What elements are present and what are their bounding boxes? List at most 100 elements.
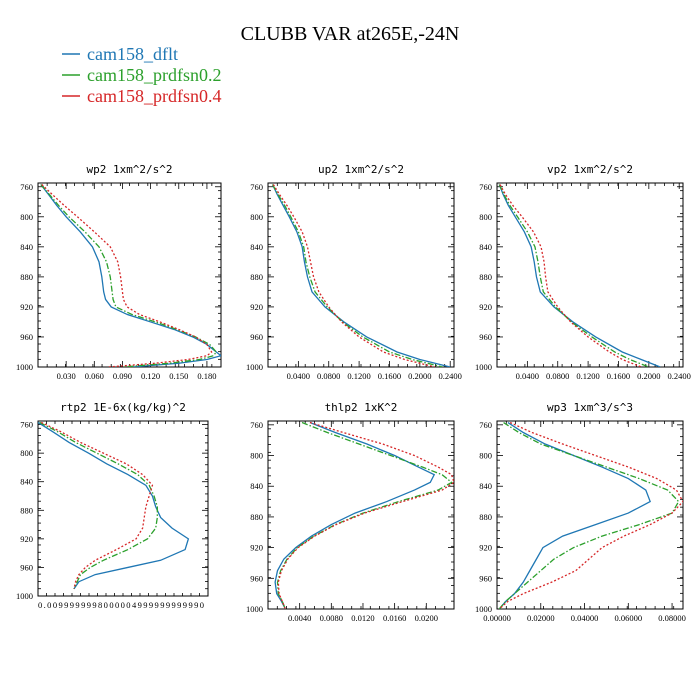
y-tick-label: 880 (20, 272, 33, 282)
series-line-cam158-prdfsn0-4 (41, 184, 213, 367)
x-tick-label: 0.2400 (439, 371, 462, 381)
chart-panel: wp2 1xm^2/s^2 760 800 840 880 920 960 1000 0.030… (16, 163, 222, 381)
series-line-cam158-prdfsn0-4 (272, 184, 436, 367)
y-tick-label: 920 (250, 543, 263, 553)
x-tick-label: 0.02000 (527, 613, 555, 623)
y-tick-label: 880 (250, 512, 263, 522)
y-tick-label: 960 (20, 332, 33, 342)
y-tick-label: 1000 (475, 362, 492, 372)
y-tick-label: 1000 (246, 604, 263, 614)
x-tick-label: 0.0099999998000004999999999990 (38, 600, 204, 610)
series-line-cam158-dflt (271, 184, 451, 367)
legend-label: cam158_prdfsn0.2 (87, 65, 221, 85)
x-tick-label: 0.150 (169, 371, 188, 381)
series-line-cam158-dflt (40, 184, 221, 367)
series-line-cam158-prdfsn0-2 (498, 421, 680, 609)
x-tick-label: 0.0800 (317, 371, 340, 381)
series-line-cam158-dflt (498, 421, 651, 609)
series-line-cam158-dflt (274, 421, 436, 609)
y-tick-label: 840 (20, 477, 33, 487)
plot-frame (496, 182, 684, 368)
plot-frame (496, 420, 684, 610)
y-tick-label: 760 (20, 182, 33, 192)
plot-frame (267, 182, 455, 368)
x-tick-label: 0.0400 (516, 371, 539, 381)
y-tick-label: 800 (20, 448, 33, 458)
y-tick-label: 840 (479, 481, 492, 491)
y-tick-label: 840 (250, 481, 263, 491)
x-tick-label: 0.08000 (658, 613, 686, 623)
y-tick-label: 920 (20, 302, 33, 312)
chart-panel: thlp2 1xK^2 760 800 840 880 920 960 1000 0.0040 0… (246, 401, 455, 623)
x-tick-label: 0.2000 (637, 371, 660, 381)
series-line-cam158-prdfsn0-2 (271, 184, 443, 367)
plot-frame (37, 182, 222, 368)
x-tick-label: 0.0040 (288, 613, 311, 623)
x-tick-label: 0.2000 (408, 371, 431, 381)
y-tick-label: 800 (250, 212, 263, 222)
series-line-cam158-prdfsn0-4 (498, 421, 683, 609)
y-tick-label: 1000 (246, 362, 263, 372)
series-line-cam158-prdfsn0-4 (277, 421, 454, 609)
y-tick-label: 920 (479, 302, 492, 312)
panel-title: up2 1xm^2/s^2 (318, 163, 404, 176)
y-tick-label: 800 (479, 212, 492, 222)
y-tick-label: 960 (479, 573, 492, 583)
series-line-cam158-prdfsn0-4 (499, 184, 642, 367)
y-tick-label: 1000 (16, 362, 33, 372)
x-tick-label: 0.0200 (415, 613, 438, 623)
x-tick-label: 0.1600 (378, 371, 401, 381)
x-tick-label: 0.0120 (351, 613, 374, 623)
plot-frame (37, 420, 209, 597)
legend-label: cam158_prdfsn0.4 (87, 86, 221, 106)
series-line-cam158-dflt (498, 184, 661, 367)
series-line-cam158-prdfsn0-2 (276, 421, 453, 609)
figure-title: CLUBB VAR at265E,-24N (241, 23, 460, 45)
y-tick-label: 1000 (16, 591, 33, 601)
x-tick-label: 0.120 (141, 371, 160, 381)
y-tick-label: 800 (20, 212, 33, 222)
panel-title: wp2 1xm^2/s^2 (86, 163, 172, 176)
panel-title: rtp2 1E-6x(kg/kg)^2 (60, 401, 186, 414)
y-tick-label: 920 (250, 302, 263, 312)
y-tick-label: 960 (20, 562, 33, 572)
x-tick-label: 0.0080 (320, 613, 343, 623)
chart-panel: wp3 1xm^3/s^3 760 800 840 880 920 960 10000.000… (475, 401, 686, 623)
x-tick-label: 0.060 (85, 371, 104, 381)
panel-title: vp2 1xm^2/s^2 (547, 163, 633, 176)
y-tick-label: 760 (250, 420, 263, 430)
y-tick-label: 840 (479, 242, 492, 252)
panels-container: wp2 1xm^2/s^2 760 800 840 880 920 960 1000 0.030… (16, 163, 691, 623)
y-tick-label: 960 (479, 332, 492, 342)
x-tick-label: 0.1200 (576, 371, 599, 381)
x-tick-label: 0.180 (197, 371, 216, 381)
x-tick-label: 0.1200 (347, 371, 370, 381)
y-tick-label: 1000 (475, 604, 492, 614)
y-tick-label: 800 (479, 451, 492, 461)
series-line-cam158-prdfsn0-4 (40, 421, 154, 590)
panel-title: wp3 1xm^3/s^3 (547, 401, 633, 414)
x-tick-label: 0.030 (57, 371, 76, 381)
y-tick-label: 760 (250, 182, 263, 192)
series-line-cam158-prdfsn0-2 (40, 184, 218, 367)
panel-title: thlp2 1xK^2 (325, 401, 398, 414)
series-line-cam158-dflt (38, 421, 190, 590)
x-tick-label: 0.2400 (668, 371, 691, 381)
y-tick-label: 840 (20, 242, 33, 252)
y-tick-label: 840 (250, 242, 263, 252)
legend: cam158_dfltcam158_prdfsn0.2cam158_prdfsn… (62, 44, 221, 106)
y-tick-label: 760 (20, 420, 33, 430)
x-tick-label: 0.04000 (571, 613, 599, 623)
legend-label: cam158_dflt (87, 44, 178, 64)
y-tick-label: 760 (479, 420, 492, 430)
chart-panel: vp2 1xm^2/s^2 760 800 840 880 920 960 1000 0.040… (475, 163, 691, 381)
chart-panel: rtp2 1E-6x(kg/kg)^2 760 800 840 880 920 960 100… (16, 401, 209, 610)
y-tick-label: 960 (250, 573, 263, 583)
series-line-cam158-prdfsn0-2 (498, 184, 650, 367)
y-tick-label: 880 (479, 512, 492, 522)
x-tick-label: 0.090 (113, 371, 132, 381)
x-tick-label: 0.0160 (383, 613, 406, 623)
y-tick-label: 920 (20, 534, 33, 544)
y-tick-label: 960 (250, 332, 263, 342)
